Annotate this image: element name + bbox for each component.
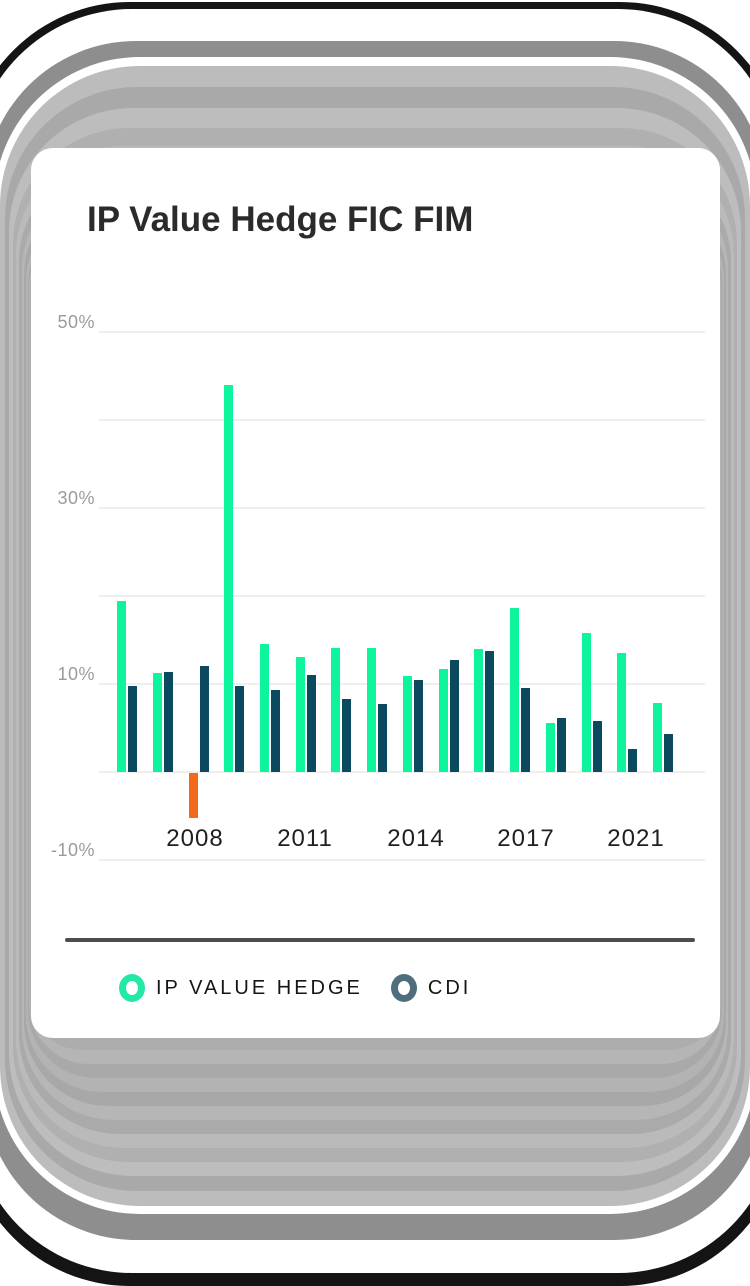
chart-card: IP Value Hedge FIC FIM 50% 30% 10% -10% 2008… xyxy=(31,148,720,1038)
bar-ip-value-hedge[interactable] xyxy=(295,656,305,772)
x-axis-tick: 2021 xyxy=(607,825,665,852)
bar-cdi[interactable] xyxy=(270,690,280,772)
legend: IP VALUE HEDGE CDI xyxy=(119,974,471,1002)
bar-cdi[interactable] xyxy=(199,666,209,772)
gridline xyxy=(99,859,705,861)
bar-ip-value-hedge[interactable] xyxy=(510,608,519,772)
bar-cdi[interactable] xyxy=(628,749,638,772)
bar-cdi[interactable] xyxy=(485,650,495,772)
legend-label-ip-value-hedge: IP VALUE HEDGE xyxy=(156,976,363,999)
legend-item-cdi[interactable]: CDI xyxy=(390,974,472,1002)
bar-ip-value-hedge[interactable] xyxy=(581,633,591,772)
legend-divider xyxy=(65,938,695,942)
bar-cdi[interactable] xyxy=(378,704,388,772)
bar-ip-value-hedge[interactable] xyxy=(224,384,234,772)
x-axis-tick: 2014 xyxy=(387,825,445,852)
x-axis-tick: 2017 xyxy=(497,825,555,852)
bar-cdi[interactable] xyxy=(128,685,137,772)
bar-ip-value-hedge[interactable] xyxy=(331,647,341,772)
y-axis-tick: -10% xyxy=(50,840,95,860)
bar-cdi[interactable] xyxy=(663,734,673,772)
bar-cdi[interactable] xyxy=(342,699,352,772)
gridline xyxy=(99,331,705,333)
bar-ip-value-hedge[interactable] xyxy=(367,647,377,772)
bar-cdi[interactable] xyxy=(556,718,566,772)
y-axis-tick: 30% xyxy=(57,488,95,508)
bar-ip-value-hedge[interactable] xyxy=(474,648,484,772)
bar-cdi[interactable] xyxy=(413,679,423,772)
bar-cdi[interactable] xyxy=(449,660,459,772)
bar-ip-value-hedge[interactable] xyxy=(259,644,269,772)
gridline xyxy=(99,771,705,773)
bar-ip-value-hedge[interactable] xyxy=(152,672,162,772)
gridline xyxy=(99,507,705,509)
gridline xyxy=(99,595,705,597)
bar-ip-value-hedge[interactable] xyxy=(545,722,555,772)
cdi-ring-icon xyxy=(390,974,417,1002)
plot-area: 50% 30% 10% -10% 2008 2011 2014 2017 2021 xyxy=(31,148,720,1038)
gridline xyxy=(99,683,705,685)
bar-cdi[interactable] xyxy=(163,671,173,772)
bar-ip-value-hedge[interactable] xyxy=(117,601,126,772)
legend-item-ip-value-hedge[interactable]: IP VALUE HEDGE xyxy=(119,974,363,1002)
bar-ip-value-hedge[interactable] xyxy=(438,669,448,772)
bar-ip-value-hedge[interactable] xyxy=(652,702,662,772)
bar-cdi[interactable] xyxy=(306,675,316,772)
x-axis-tick: 2008 xyxy=(166,825,224,852)
bar-ip-value-hedge[interactable] xyxy=(188,773,198,818)
gridline xyxy=(99,419,705,421)
legend-label-cdi: CDI xyxy=(427,976,472,999)
bar-ip-value-hedge[interactable] xyxy=(617,653,627,772)
bar-ip-value-hedge[interactable] xyxy=(402,676,412,772)
bar-cdi[interactable] xyxy=(521,687,530,772)
ip-value-hedge-ring-icon xyxy=(119,974,145,1002)
chart-title: IP Value Hedge FIC FIM xyxy=(87,200,474,239)
bar-cdi[interactable] xyxy=(592,721,602,772)
y-axis-tick: 50% xyxy=(57,312,95,332)
x-axis-tick: 2011 xyxy=(277,825,333,852)
y-axis-tick: 10% xyxy=(57,664,95,684)
bar-cdi[interactable] xyxy=(235,685,245,772)
